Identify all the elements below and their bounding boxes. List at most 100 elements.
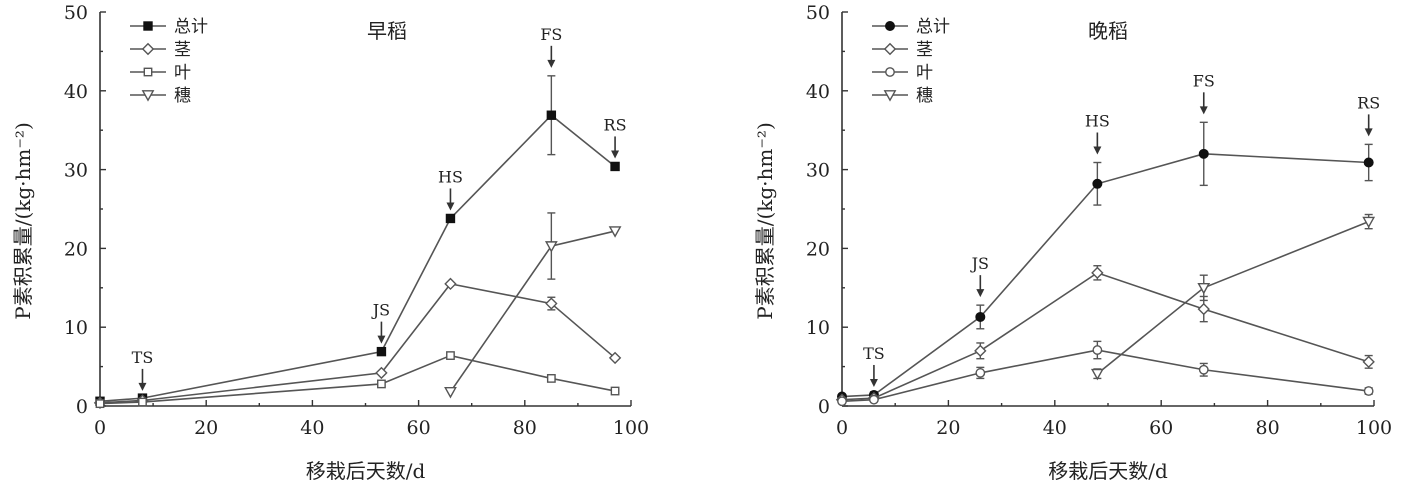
data-point — [544, 241, 558, 253]
y-tick-label: 50 — [806, 2, 830, 24]
data-point — [1197, 282, 1211, 295]
legend-marker — [885, 21, 895, 31]
stage-label: RS — [604, 115, 627, 134]
series-2 — [837, 340, 1374, 407]
panel-late-rice: 0 20 40 60 80 100 0 10 20 30 40 50 移栽后天数/d P素积累量/(kg·… — [753, 2, 1392, 483]
x-axis-title: 移栽后天数/d — [306, 459, 426, 483]
stage-label: RS — [1357, 93, 1380, 112]
data-point — [610, 386, 620, 396]
stage-arrow-head — [446, 202, 455, 211]
panel-title: 晚稻 — [1088, 19, 1128, 43]
legend-marker — [885, 67, 895, 77]
x-tick-label: 100 — [1356, 417, 1392, 439]
x-tick-label: 0 — [836, 417, 848, 439]
legend-label: 总计 — [916, 17, 950, 37]
stage-arrow-head — [1364, 128, 1373, 137]
data-point — [138, 397, 147, 407]
x-tick-label: 40 — [1043, 417, 1067, 439]
series-1 — [835, 265, 1375, 406]
y-tick-label: 40 — [806, 81, 830, 103]
series-line — [841, 153, 1369, 398]
panel-title: 早稻 — [367, 19, 407, 43]
data-point — [376, 346, 387, 357]
stage-arrow-head — [1093, 146, 1102, 155]
data-point — [546, 374, 556, 383]
y-tick-label: 10 — [806, 317, 830, 339]
legend-marker — [143, 67, 153, 77]
data-point — [1091, 266, 1104, 280]
stage-arrow-head — [976, 289, 985, 298]
stage-label: JS — [970, 254, 989, 273]
legend-label: 叶 — [916, 63, 933, 83]
series-line — [99, 282, 616, 404]
stage-arrow-head — [611, 150, 620, 159]
stage-arrow-head — [377, 335, 386, 344]
series-2 — [95, 351, 620, 409]
y-axis-title: P素积累量/(kg·hm⁻²) — [753, 122, 777, 320]
stage-arrow-head — [547, 59, 556, 68]
series-line — [841, 349, 1369, 403]
data-point — [444, 277, 457, 291]
legend-marker — [883, 42, 897, 56]
data-point — [974, 344, 987, 358]
data-point — [1363, 157, 1374, 168]
y-axis-title: P素积累量/(kg·hm⁻²) — [11, 122, 35, 320]
data-point — [446, 351, 455, 360]
stage-arrow-head — [1199, 106, 1208, 115]
data-point — [869, 394, 879, 405]
stage-label: FS — [1193, 71, 1215, 90]
panel-early-rice: 0 20 40 60 80 100 0 10 20 30 40 50 移栽后天数/d P素积累量/(kg·… — [11, 2, 649, 483]
data-point — [975, 311, 986, 322]
data-point — [1092, 345, 1103, 355]
data-point — [975, 368, 986, 378]
stage-label: FS — [540, 25, 562, 44]
x-tick-label: 60 — [407, 417, 431, 439]
data-point — [610, 161, 620, 172]
data-point — [377, 379, 386, 389]
y-tick-label: 10 — [64, 317, 88, 339]
series-line — [449, 230, 616, 393]
x-tick-label: 40 — [300, 417, 324, 439]
y-tick-label: 30 — [806, 160, 830, 182]
x-tick-label: 100 — [613, 417, 649, 439]
data-point — [1092, 178, 1103, 189]
x-tick-label: 80 — [513, 417, 537, 439]
legend-label: 茎 — [174, 40, 191, 60]
stage-label: HS — [1085, 112, 1110, 131]
y-tick-label: 20 — [64, 238, 88, 260]
x-tick-label: 0 — [94, 417, 106, 439]
x-tick-label: 80 — [1256, 417, 1280, 439]
legend-label: 穗 — [174, 86, 191, 106]
data-point — [1198, 364, 1209, 375]
y-tick-label: 50 — [64, 2, 88, 24]
data-point — [445, 213, 456, 224]
x-tick-label: 20 — [194, 417, 218, 439]
legend-label: 穗 — [916, 86, 933, 106]
stage-label: JS — [371, 301, 390, 320]
y-tick-label: 20 — [806, 238, 830, 260]
data-point — [1197, 302, 1210, 316]
legend-label: 总计 — [174, 17, 208, 37]
data-point — [608, 226, 622, 238]
series-0 — [95, 75, 620, 406]
series-line — [99, 114, 616, 403]
legend-label: 茎 — [916, 40, 933, 60]
data-point — [546, 110, 557, 120]
x-axis-title: 移栽后天数/d — [1048, 459, 1168, 483]
stage-label: TS — [132, 348, 154, 367]
series-line — [99, 354, 616, 405]
data-point — [375, 366, 388, 380]
legend-marker — [141, 90, 155, 102]
data-point — [608, 351, 622, 365]
series-line — [1096, 220, 1369, 375]
series-1 — [93, 277, 622, 410]
data-point — [1090, 368, 1104, 381]
data-point — [444, 386, 457, 399]
y-tick-label: 30 — [64, 160, 88, 182]
legend-marker — [883, 90, 897, 102]
legend-marker — [143, 21, 153, 31]
data-point — [1362, 216, 1376, 229]
stage-arrow-head — [869, 378, 878, 387]
